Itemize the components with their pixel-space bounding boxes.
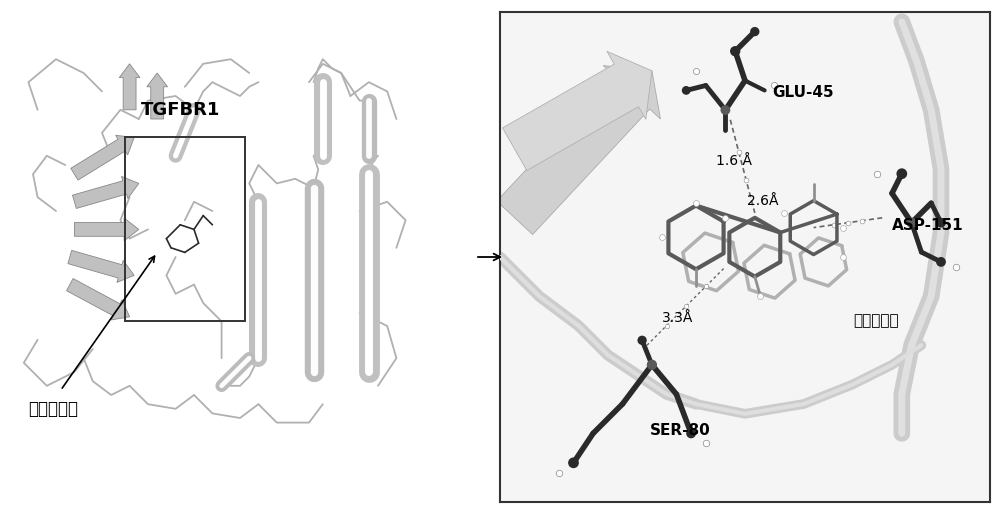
Point	[835, 224, 851, 232]
Text: ASP-151: ASP-151	[891, 217, 963, 233]
Point	[678, 86, 694, 95]
FancyArrow shape	[71, 135, 134, 180]
Point	[659, 321, 675, 329]
Point	[654, 233, 670, 242]
Point	[752, 292, 768, 300]
Point	[869, 170, 885, 178]
Text: 2.6Å: 2.6Å	[747, 194, 779, 208]
Point	[683, 429, 699, 437]
Point	[688, 199, 704, 207]
Text: SER-80: SER-80	[649, 424, 710, 438]
Point	[731, 148, 747, 156]
Text: 3.3Å: 3.3Å	[662, 311, 693, 325]
Point	[747, 27, 763, 35]
Point	[738, 176, 754, 185]
FancyArrow shape	[73, 176, 139, 209]
Point	[835, 253, 851, 261]
Point	[933, 258, 949, 266]
Point	[948, 263, 964, 271]
Point	[933, 218, 949, 227]
FancyArrow shape	[147, 73, 168, 119]
Point	[766, 81, 782, 89]
Point	[688, 67, 704, 75]
FancyArrow shape	[503, 51, 652, 171]
Point	[727, 47, 743, 56]
FancyArrow shape	[68, 250, 134, 282]
Point	[644, 361, 660, 369]
Point	[717, 106, 733, 114]
Point	[854, 216, 870, 225]
Point	[717, 214, 733, 222]
Text: 毛蒓异黄酷: 毛蒓异黄酷	[853, 313, 898, 328]
Text: 毛蒓异黄酷: 毛蒓异黄酷	[28, 400, 78, 418]
Text: TGFBR1: TGFBR1	[141, 101, 220, 119]
FancyArrow shape	[74, 218, 139, 241]
FancyArrow shape	[67, 279, 130, 320]
Text: 1.6 Å: 1.6 Å	[716, 154, 752, 169]
Bar	[125, 137, 245, 321]
Point	[566, 458, 582, 467]
Text: GLU-45: GLU-45	[772, 85, 834, 100]
Point	[634, 336, 650, 344]
FancyArrow shape	[119, 64, 140, 110]
FancyArrow shape	[497, 66, 660, 234]
Point	[904, 218, 920, 227]
Point	[894, 170, 910, 178]
Point	[826, 221, 842, 229]
Point	[698, 282, 714, 290]
Point	[698, 439, 714, 447]
Point	[551, 468, 567, 476]
Point	[840, 218, 856, 227]
Point	[678, 302, 694, 310]
Point	[776, 209, 792, 217]
